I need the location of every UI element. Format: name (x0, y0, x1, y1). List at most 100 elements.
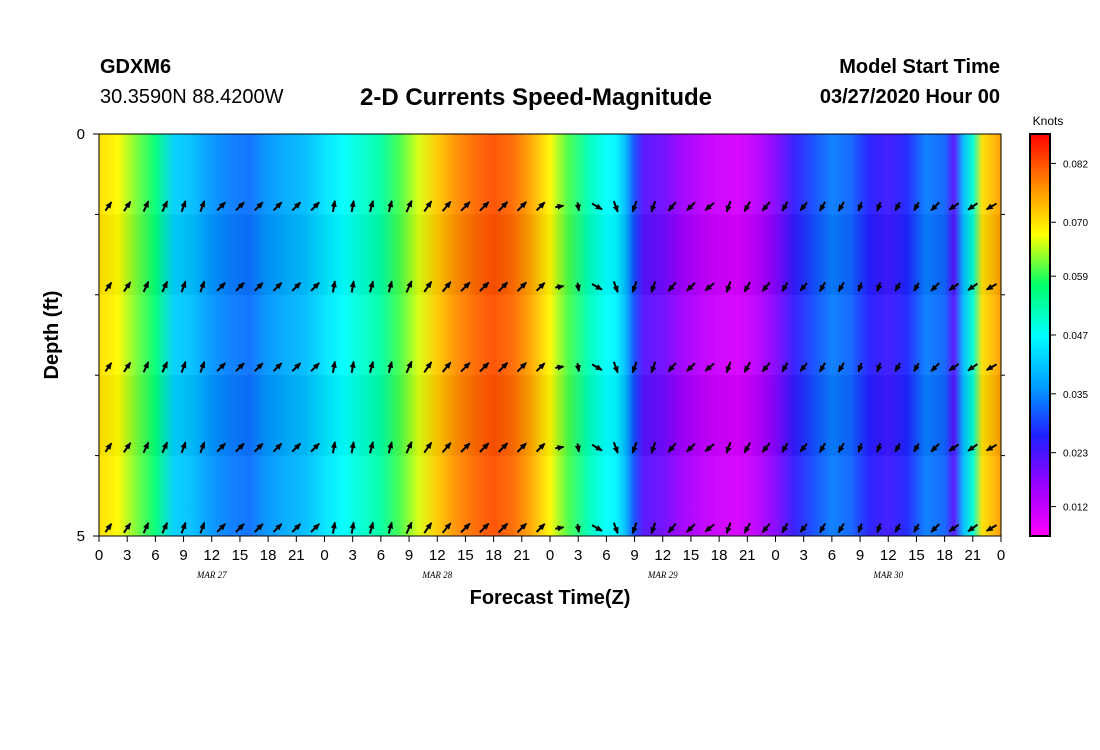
current-arrow (497, 442, 509, 453)
x-tick-label: 3 (574, 547, 582, 564)
current-arrow (837, 201, 845, 212)
current-arrow (667, 201, 677, 212)
current-arrow (535, 282, 546, 292)
current-arrow (650, 522, 657, 535)
current-arrow (161, 280, 169, 293)
current-arrow (894, 282, 901, 292)
current-arrow (235, 282, 245, 292)
current-arrow (310, 442, 320, 453)
current-arrow (161, 441, 169, 454)
current-arrow (272, 282, 283, 292)
current-arrow (743, 442, 752, 454)
current-arrow (948, 363, 960, 372)
model-start-value: 03/27/2020 Hour 00 (819, 86, 1000, 108)
current-arrow (686, 201, 696, 212)
current-arrow (479, 281, 490, 292)
current-arrow (948, 443, 960, 452)
current-arrow (930, 523, 940, 533)
current-arrow (913, 282, 920, 292)
current-arrow (441, 200, 452, 212)
current-arrow (516, 201, 527, 212)
current-arrow (460, 362, 471, 373)
colorbar (1029, 133, 1051, 537)
current-arrow (199, 280, 206, 293)
current-arrow (516, 281, 527, 292)
current-arrow (123, 281, 132, 293)
current-arrow (516, 362, 527, 373)
current-arrow (387, 360, 394, 373)
current-arrow (631, 441, 638, 454)
current-arrow (368, 441, 375, 454)
current-arrow (743, 200, 752, 213)
current-arrow (291, 282, 302, 292)
current-arrow (142, 280, 150, 293)
current-arrow (725, 441, 732, 454)
current-arrow (819, 201, 826, 212)
current-arrow (423, 361, 433, 373)
current-arrow (142, 361, 150, 373)
current-arrow (104, 201, 113, 212)
x-tick-label: 12 (429, 547, 446, 564)
current-arrow (235, 442, 245, 453)
current-arrow (761, 442, 771, 453)
current-arrow (761, 281, 771, 292)
current-arrow (555, 203, 565, 210)
current-arrow (948, 523, 960, 533)
current-arrow (254, 442, 264, 453)
current-arrow (913, 523, 920, 533)
current-arrow (591, 363, 603, 371)
current-arrow (123, 522, 132, 534)
current-arrow (479, 522, 490, 534)
depth-band (99, 294, 1001, 376)
current-arrow (161, 361, 169, 373)
current-arrow (423, 280, 433, 293)
current-arrow (516, 442, 527, 453)
current-arrow (967, 523, 979, 533)
depth-band (99, 134, 1001, 215)
colorbar-tick-label: 0.012 (1063, 503, 1088, 514)
current-arrow (799, 523, 808, 533)
x-tick-label: 0 (771, 547, 779, 564)
x-tick-label: 3 (123, 547, 131, 564)
current-arrow (930, 282, 940, 292)
y-axis-label: Depth (ft) (41, 291, 63, 380)
current-arrow (405, 521, 413, 535)
current-arrow (291, 201, 302, 212)
current-arrow (650, 200, 657, 213)
current-arrow (423, 441, 433, 454)
x-tick-label: 12 (203, 547, 220, 564)
x-tick-label: 9 (179, 547, 187, 564)
current-arrow (254, 362, 264, 372)
x-tick-label: 18 (936, 547, 953, 564)
current-arrow (591, 202, 603, 211)
current-arrow (761, 201, 771, 212)
colorbar-tick-label: 0.070 (1063, 218, 1088, 229)
current-arrow (837, 362, 845, 373)
x-tick-label: 18 (711, 547, 728, 564)
colorbar-ticks: 0.082 0.070 0.059 0.047 0.035 0.023 0.012 (1050, 159, 1088, 514)
current-arrow (104, 281, 113, 292)
current-arrow (497, 281, 509, 292)
current-arrow (743, 281, 752, 293)
current-arrow (704, 523, 715, 533)
current-arrow (123, 200, 132, 212)
current-arrow (948, 202, 960, 211)
x-tick-label: 9 (405, 547, 413, 564)
x-tick-label: 9 (856, 547, 864, 564)
current-arrow (819, 281, 826, 293)
current-arrow (460, 522, 471, 534)
x-tick-label: 0 (95, 547, 103, 564)
x-tick-label: 3 (800, 547, 808, 564)
colorbar-unit-label: Knots (1033, 114, 1064, 128)
current-arrow (272, 362, 283, 372)
current-arrow (631, 200, 638, 213)
current-arrow (725, 281, 732, 294)
x-tick-label: 15 (908, 547, 925, 564)
current-arrow (876, 201, 883, 212)
current-arrow (743, 361, 752, 373)
current-arrow (460, 281, 471, 292)
current-arrow (985, 524, 998, 532)
current-arrow (781, 442, 789, 453)
current-arrow (894, 523, 901, 533)
